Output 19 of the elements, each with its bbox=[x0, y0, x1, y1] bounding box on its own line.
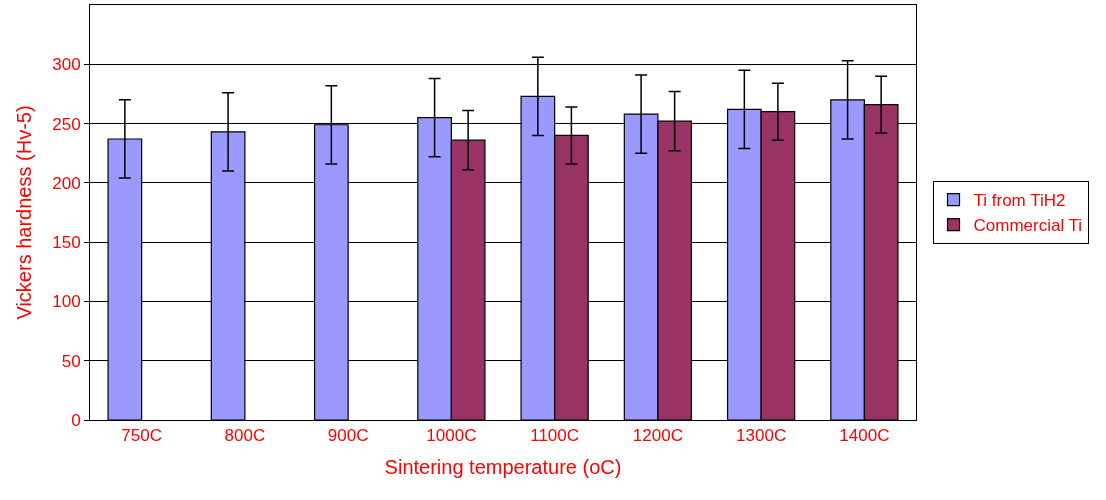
x-tick-label: 750C bbox=[121, 426, 162, 446]
y-axis-title: Vickers hardness (Hv-5) bbox=[12, 105, 35, 320]
legend-label: Ti from TiH2 bbox=[973, 191, 1066, 211]
y-tick-label: 50 bbox=[61, 351, 81, 371]
x-tick-label: 800C bbox=[224, 426, 266, 446]
legend-label: Commercial Ti bbox=[973, 216, 1083, 236]
x-tick-label: 1400C bbox=[839, 426, 890, 446]
y-tick-label: 250 bbox=[52, 114, 81, 134]
x-tick-label: 1100C bbox=[530, 426, 580, 446]
x-tick-label: 1000C bbox=[426, 426, 477, 446]
y-tick-label: 200 bbox=[52, 173, 81, 193]
x-axis-title: Sintering temperature (oC) bbox=[384, 455, 622, 478]
x-tick-label: 1300C bbox=[736, 426, 787, 446]
y-tick-label: 100 bbox=[52, 292, 81, 312]
x-tick-label: 900C bbox=[327, 426, 369, 446]
y-tick-label: 300 bbox=[52, 55, 81, 75]
x-tick-label: 1200C bbox=[632, 426, 683, 446]
y-tick-label: 0 bbox=[71, 410, 81, 430]
y-tick-label: 150 bbox=[52, 233, 81, 253]
